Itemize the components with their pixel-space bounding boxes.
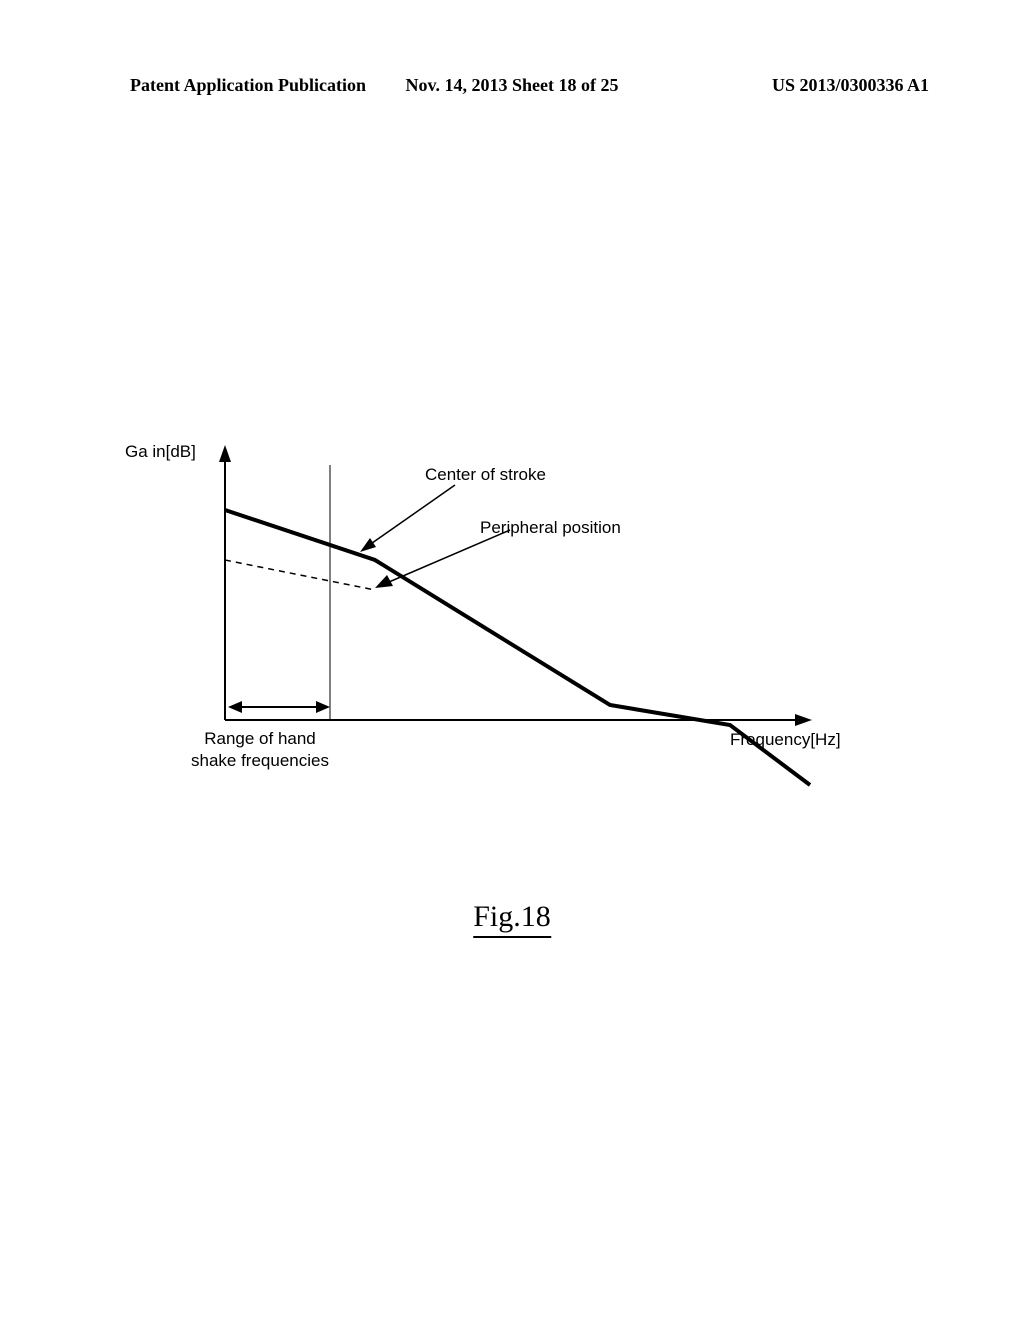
chart: Ga in[dB] Frequency[Hz] Range of hand sh… [200, 430, 850, 850]
callout1-arrowhead [360, 538, 376, 552]
range-arrow-left [228, 701, 242, 713]
annotation-peripheral: Peripheral position [480, 518, 621, 538]
header-center: Nov. 14, 2013 Sheet 18 of 25 [406, 75, 619, 96]
header-right: US 2013/0300336 A1 [772, 75, 929, 96]
page-header: Patent Application Publication Nov. 14, … [0, 75, 1024, 96]
callout1-line [365, 485, 455, 548]
y-axis-arrow [219, 445, 231, 462]
range-arrow-right [316, 701, 330, 713]
callout2-arrowhead [375, 575, 393, 588]
x-axis-label: Frequency[Hz] [730, 730, 841, 750]
x-axis-arrow [795, 714, 812, 726]
annotation-center-stroke: Center of stroke [425, 465, 546, 485]
header-left: Patent Application Publication [130, 75, 366, 96]
callout2-line [382, 530, 510, 585]
figure-label: Fig.18 [473, 900, 551, 938]
y-axis-label: Ga in[dB] [125, 442, 196, 462]
range-label: Range of hand shake frequencies [180, 728, 340, 772]
chart-svg [200, 430, 850, 850]
dashed-curve-peripheral [225, 560, 375, 590]
